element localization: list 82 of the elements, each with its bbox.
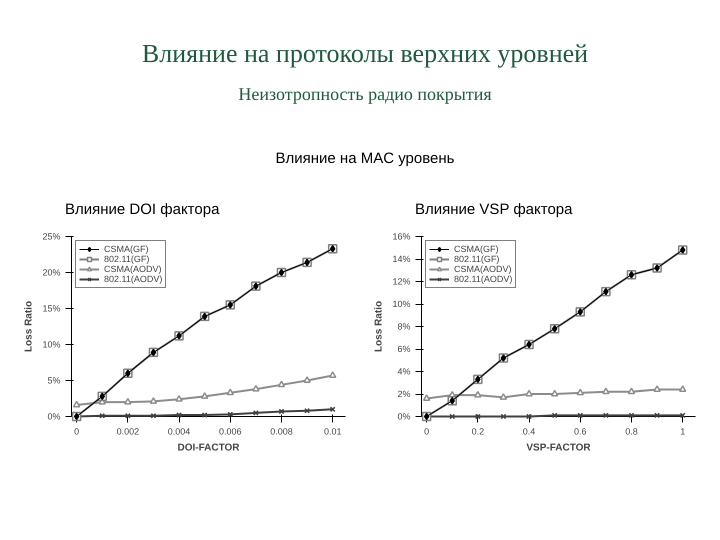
- point: [303, 376, 311, 383]
- point: [226, 388, 234, 395]
- point: [72, 400, 80, 408]
- point: [526, 413, 532, 420]
- point: [603, 412, 609, 418]
- point: [628, 387, 636, 394]
- point: [278, 380, 286, 387]
- text: Влияние на MAC уровень: [276, 148, 454, 169]
- x-axis-title: DOI-FACTOR: [177, 442, 240, 454]
- y-axis-title: Loss Ratio: [23, 300, 34, 352]
- x-tick-label: 0.006: [219, 426, 242, 436]
- point: [176, 412, 182, 418]
- text: Неизотропность радио покрытия: [238, 83, 492, 106]
- x-tick-label: 0.6: [574, 426, 587, 436]
- point: [449, 413, 456, 420]
- point: [124, 398, 132, 404]
- point: [474, 413, 481, 420]
- y-tick-label: 6%: [397, 344, 411, 354]
- y-tick-label: 20%: [42, 267, 60, 278]
- x-tick-label: 0.002: [116, 426, 140, 436]
- x-tick-label: 0.004: [168, 426, 190, 436]
- y-tick-label: 5%: [47, 375, 61, 386]
- x-tick-label: 0.01: [324, 426, 342, 436]
- point: [550, 389, 558, 396]
- legend-label: CSMA(AODV): [104, 264, 162, 274]
- x-tick-label: 1: [680, 426, 686, 436]
- x-axis-title: VSP-FACTOR: [526, 442, 592, 454]
- point: [628, 412, 634, 418]
- point: [577, 412, 584, 418]
- legend-label: CSMA(GF): [104, 244, 148, 254]
- point: [678, 384, 686, 392]
- text: Влияние на протоколы верхних уровней: [142, 38, 588, 70]
- legend-label: 802.11(GF): [454, 254, 500, 264]
- point: [422, 394, 430, 401]
- point: [552, 412, 558, 418]
- point: [474, 390, 482, 398]
- x-tick-label: 0: [424, 426, 430, 436]
- legend-label: 802.11(GF): [104, 254, 150, 264]
- legend-label: CSMA(GF): [454, 244, 498, 254]
- point: [653, 384, 661, 392]
- point: [150, 396, 158, 404]
- y-tick-label: 16%: [392, 231, 410, 242]
- x-tick-label: 0.8: [625, 426, 638, 436]
- y-tick-label: 12%: [392, 276, 410, 286]
- x-tick-label: 0: [74, 426, 80, 436]
- point: [500, 413, 506, 420]
- point: [252, 384, 260, 392]
- y-tick-label: 8%: [397, 321, 411, 332]
- point: [124, 412, 131, 418]
- y-tick-label: 10%: [392, 298, 410, 309]
- point: [202, 412, 208, 418]
- chart-title: Влияние VSP фактора: [415, 200, 572, 220]
- point: [576, 388, 584, 396]
- point: [602, 387, 610, 394]
- point: [99, 412, 106, 418]
- legend-label: 802.11(AODV): [454, 274, 512, 284]
- y-axis-title: Loss Ratio: [373, 300, 384, 352]
- legend-label: CSMA(AODV): [454, 264, 512, 274]
- point: [304, 408, 310, 414]
- y-tick-label: 0%: [47, 411, 61, 422]
- y-tick-label: 15%: [42, 303, 60, 314]
- point: [500, 392, 508, 400]
- x-tick-label: 0.008: [270, 426, 293, 436]
- y-tick-label: 0%: [397, 411, 411, 422]
- point: [227, 411, 234, 417]
- legend-label: 802.11(AODV): [104, 274, 162, 284]
- y-tick-label: 2%: [397, 388, 411, 399]
- y-tick-label: 25%: [42, 231, 60, 242]
- point: [175, 394, 183, 402]
- point: [278, 408, 284, 414]
- point: [654, 412, 660, 418]
- y-tick-label: 4%: [397, 366, 411, 376]
- point: [328, 370, 336, 378]
- point: [525, 389, 533, 396]
- point: [253, 410, 259, 416]
- x-tick-label: 0.4: [522, 426, 536, 436]
- chart-title: Влияние DOI фактора: [65, 200, 220, 220]
- y-tick-label: 14%: [392, 254, 410, 264]
- point: [200, 392, 208, 399]
- point: [150, 412, 156, 418]
- x-tick-label: 0.2: [472, 426, 484, 436]
- y-tick-label: 10%: [42, 339, 60, 350]
